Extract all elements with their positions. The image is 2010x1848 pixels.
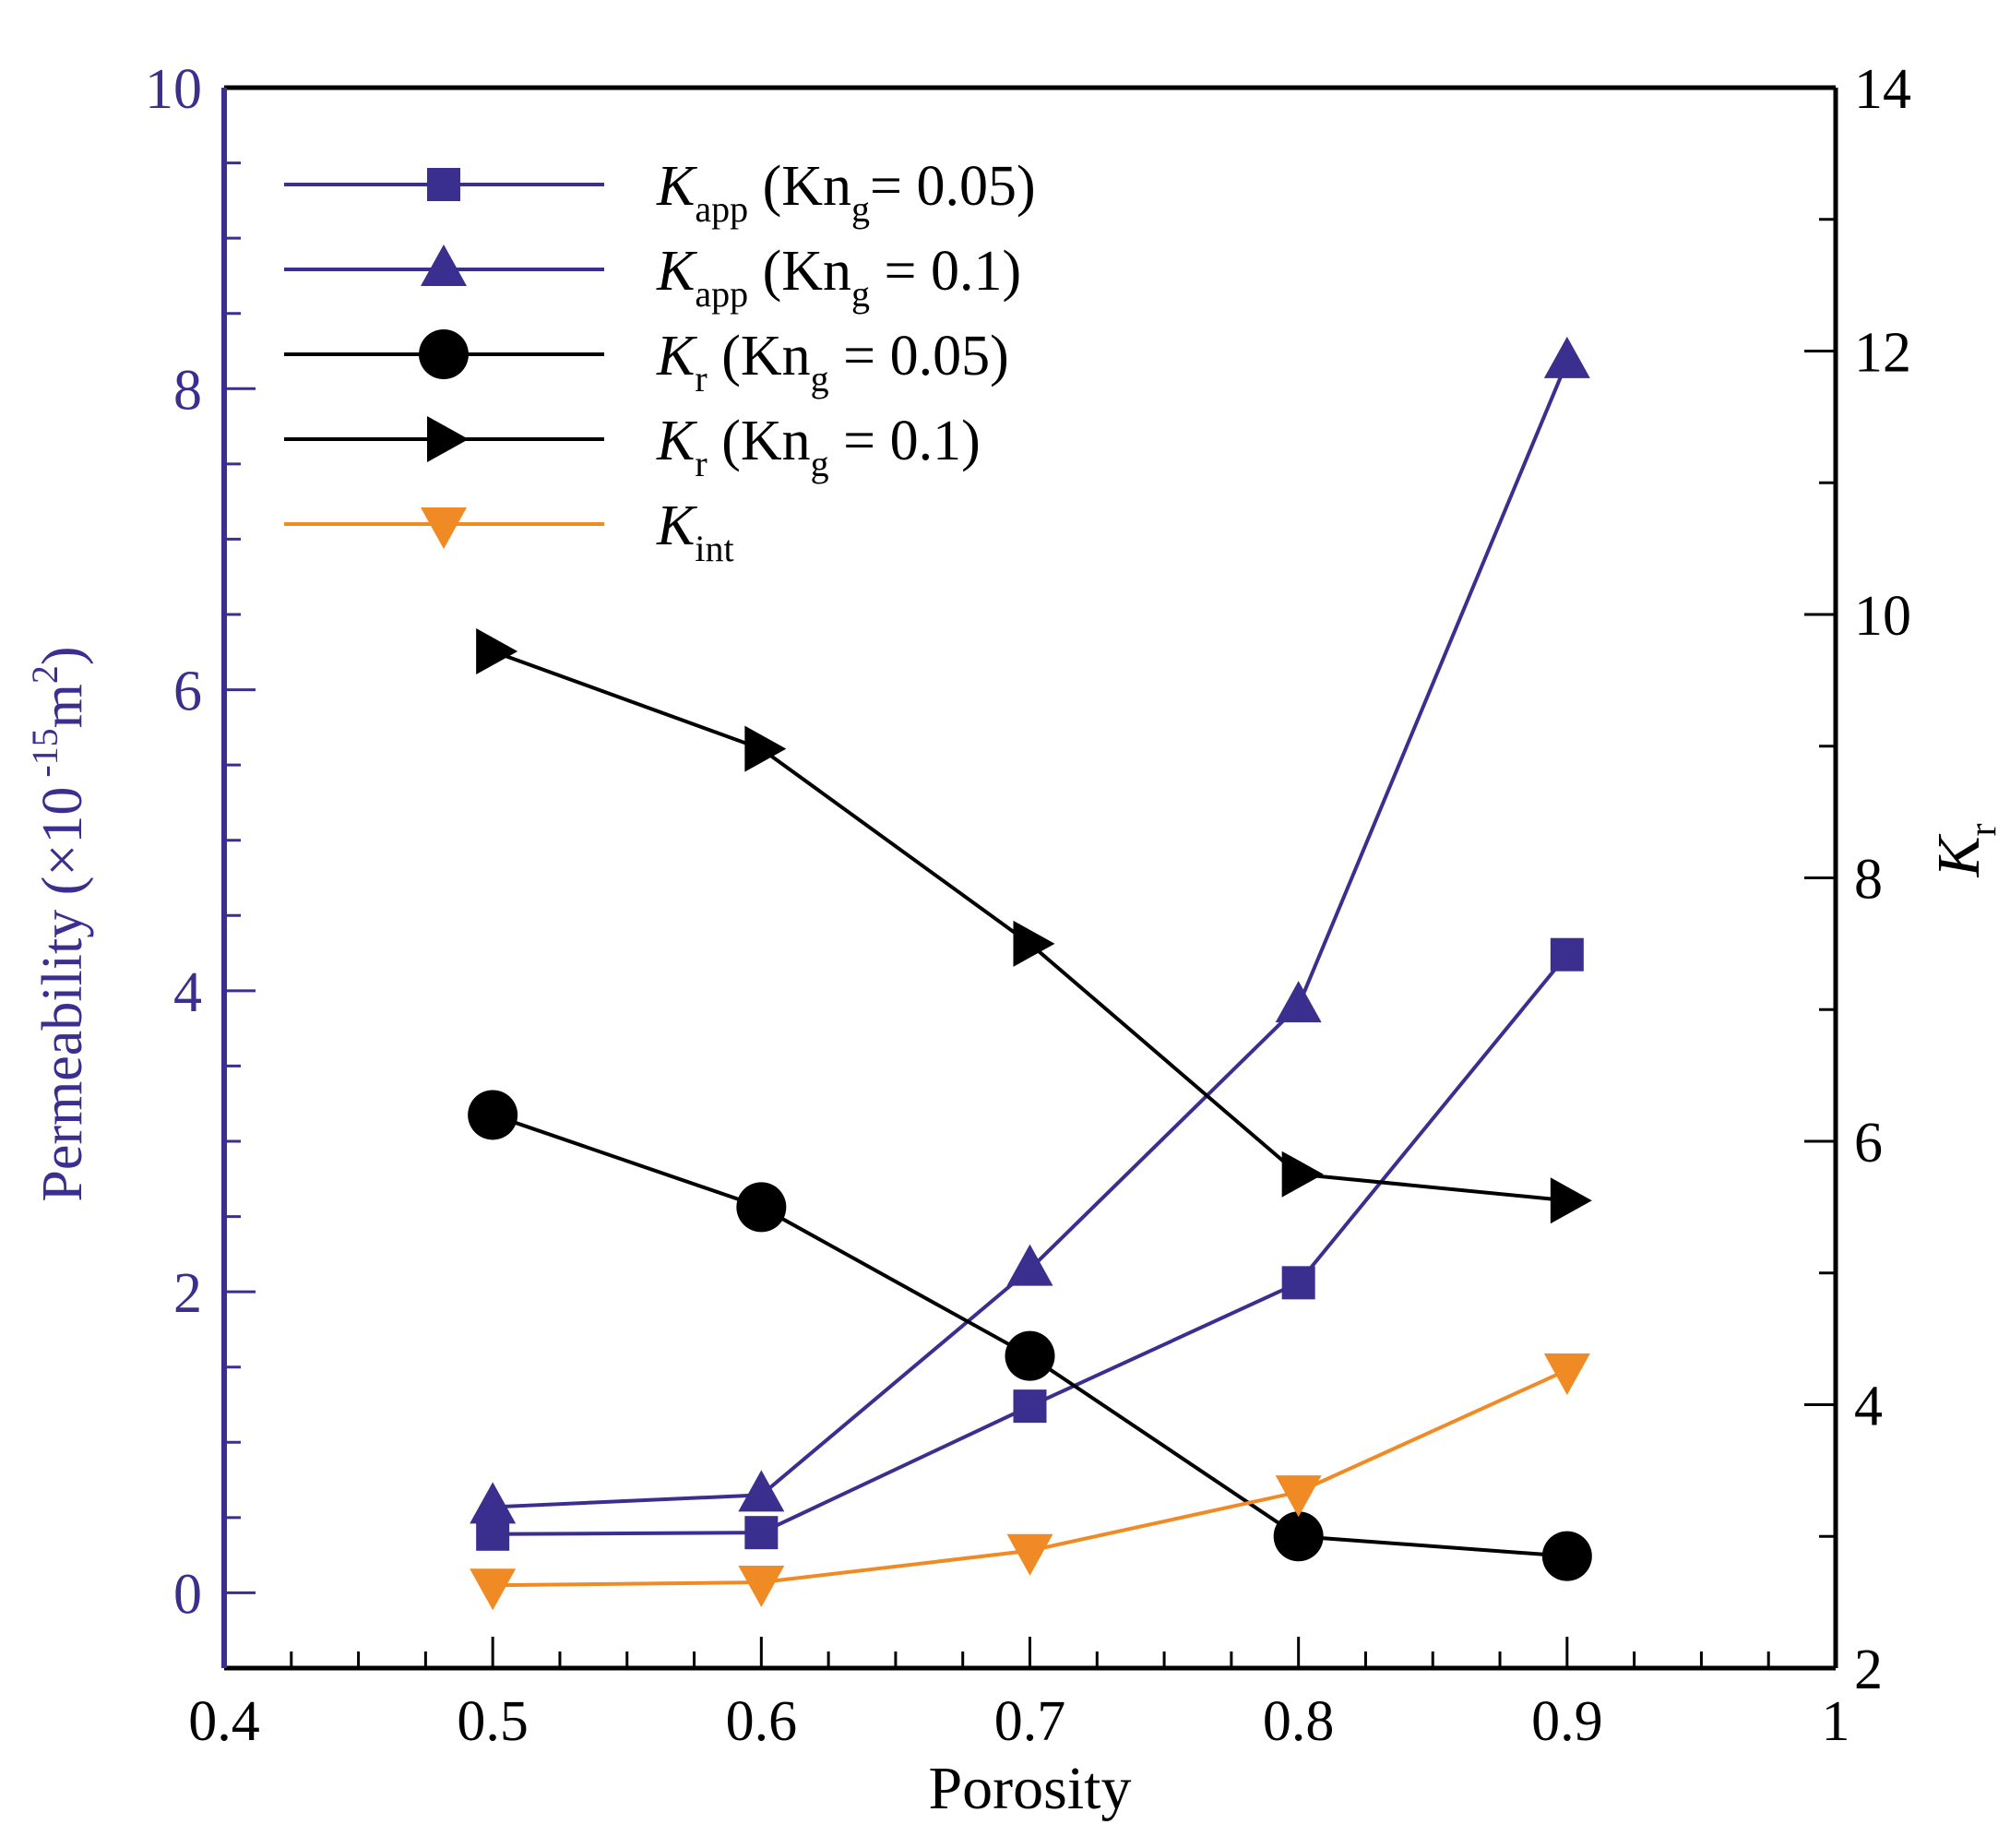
x-tick-label: 0.7 (994, 1690, 1066, 1753)
y-right-axis-title: Kr (1925, 823, 2004, 877)
legend-item: Kr (Kng = 0.1) (284, 410, 981, 484)
data-point (744, 725, 787, 772)
legend-item: Kr (Kng = 0.05) (284, 325, 1009, 399)
legend-item: Kapp (Kng = 0.1) (284, 240, 1021, 315)
legend-label: Kint (656, 495, 734, 569)
x-tick-label: 0.8 (1263, 1690, 1335, 1753)
x-tick-label: 0.4 (188, 1690, 260, 1753)
y-right-tick-label: 8 (1854, 849, 1883, 912)
x-axis-title: Porosity (928, 1755, 1131, 1822)
data-point (468, 1090, 518, 1140)
x-tick-label: 0.9 (1531, 1690, 1603, 1753)
data-point (738, 1470, 785, 1512)
data-point (1550, 1177, 1592, 1224)
legend-label: Kr (Kng = 0.05) (656, 325, 1009, 399)
series-line (492, 650, 1568, 1203)
series-5 (470, 1353, 1590, 1611)
axis-ticks-layer (222, 86, 1838, 1670)
y-right-tick-label: 10 (1854, 585, 1911, 648)
legend-label: Kapp (Kng = 0.1) (656, 240, 1021, 315)
legend-marker (421, 244, 467, 286)
series-2 (470, 336, 1590, 1524)
y-left-tick-label: 8 (173, 359, 202, 422)
axes-layer (221, 85, 1838, 1671)
y-left-tick-label: 2 (173, 1262, 202, 1325)
data-point (1550, 937, 1584, 972)
data-point (1005, 1330, 1055, 1381)
data-point (1543, 1353, 1590, 1395)
legend-marker (419, 329, 469, 379)
x-tick-label: 1 (1822, 1690, 1850, 1753)
data-point (1013, 1389, 1047, 1424)
data-point (1273, 1511, 1324, 1562)
data-point (1013, 920, 1055, 967)
y-right-tick-label: 2 (1854, 1639, 1883, 1701)
data-point (738, 1566, 785, 1608)
x-tick-label: 0.5 (457, 1690, 529, 1753)
data-point (736, 1182, 787, 1233)
data-point (1006, 1533, 1053, 1576)
y-left-tick-label: 4 (173, 961, 202, 1024)
x-tick-label: 0.6 (726, 1690, 798, 1753)
legend-item: Kint (284, 495, 734, 569)
series-layer (468, 336, 1592, 1611)
legend: Kapp (Kng= 0.05) Kapp (Kng = 0.1) Kr (Kng … (284, 155, 1036, 569)
data-point (1275, 1475, 1322, 1518)
y-right-tick-label: 14 (1854, 58, 1911, 121)
legend-marker (421, 507, 467, 549)
series-3 (468, 1090, 1592, 1581)
legend-item: Kapp (Kng= 0.05) (284, 155, 1036, 230)
data-point (1541, 1531, 1592, 1581)
data-point (1281, 1151, 1324, 1198)
y-left-tick-label: 10 (145, 58, 202, 121)
data-point (1006, 1244, 1053, 1286)
y-right-tick-label: 12 (1854, 322, 1911, 385)
data-point (470, 1482, 517, 1524)
data-point (1543, 336, 1590, 378)
legend-marker (427, 168, 460, 201)
axis-labels-layer: 0.4 0.5 0.6 0.7 0.8 0.9 102468102468101214Poro… (24, 58, 2004, 1822)
data-point (1281, 1266, 1315, 1300)
y-right-tick-label: 4 (1854, 1376, 1883, 1438)
data-point (470, 1568, 517, 1611)
legend-marker (427, 416, 469, 462)
data-point (476, 627, 518, 674)
y-left-axis-title: Permeability (×10 -15m2) (24, 646, 94, 1201)
y-right-tick-label: 6 (1854, 1112, 1883, 1174)
legend-label: Kr (Kng = 0.1) (656, 410, 981, 484)
legend-label: Kapp (Kng= 0.05) (656, 155, 1036, 230)
series-4 (476, 627, 1592, 1224)
data-point (1275, 981, 1322, 1023)
data-point (744, 1516, 779, 1550)
y-left-tick-label: 0 (173, 1563, 202, 1626)
y-left-tick-label: 6 (173, 661, 202, 723)
